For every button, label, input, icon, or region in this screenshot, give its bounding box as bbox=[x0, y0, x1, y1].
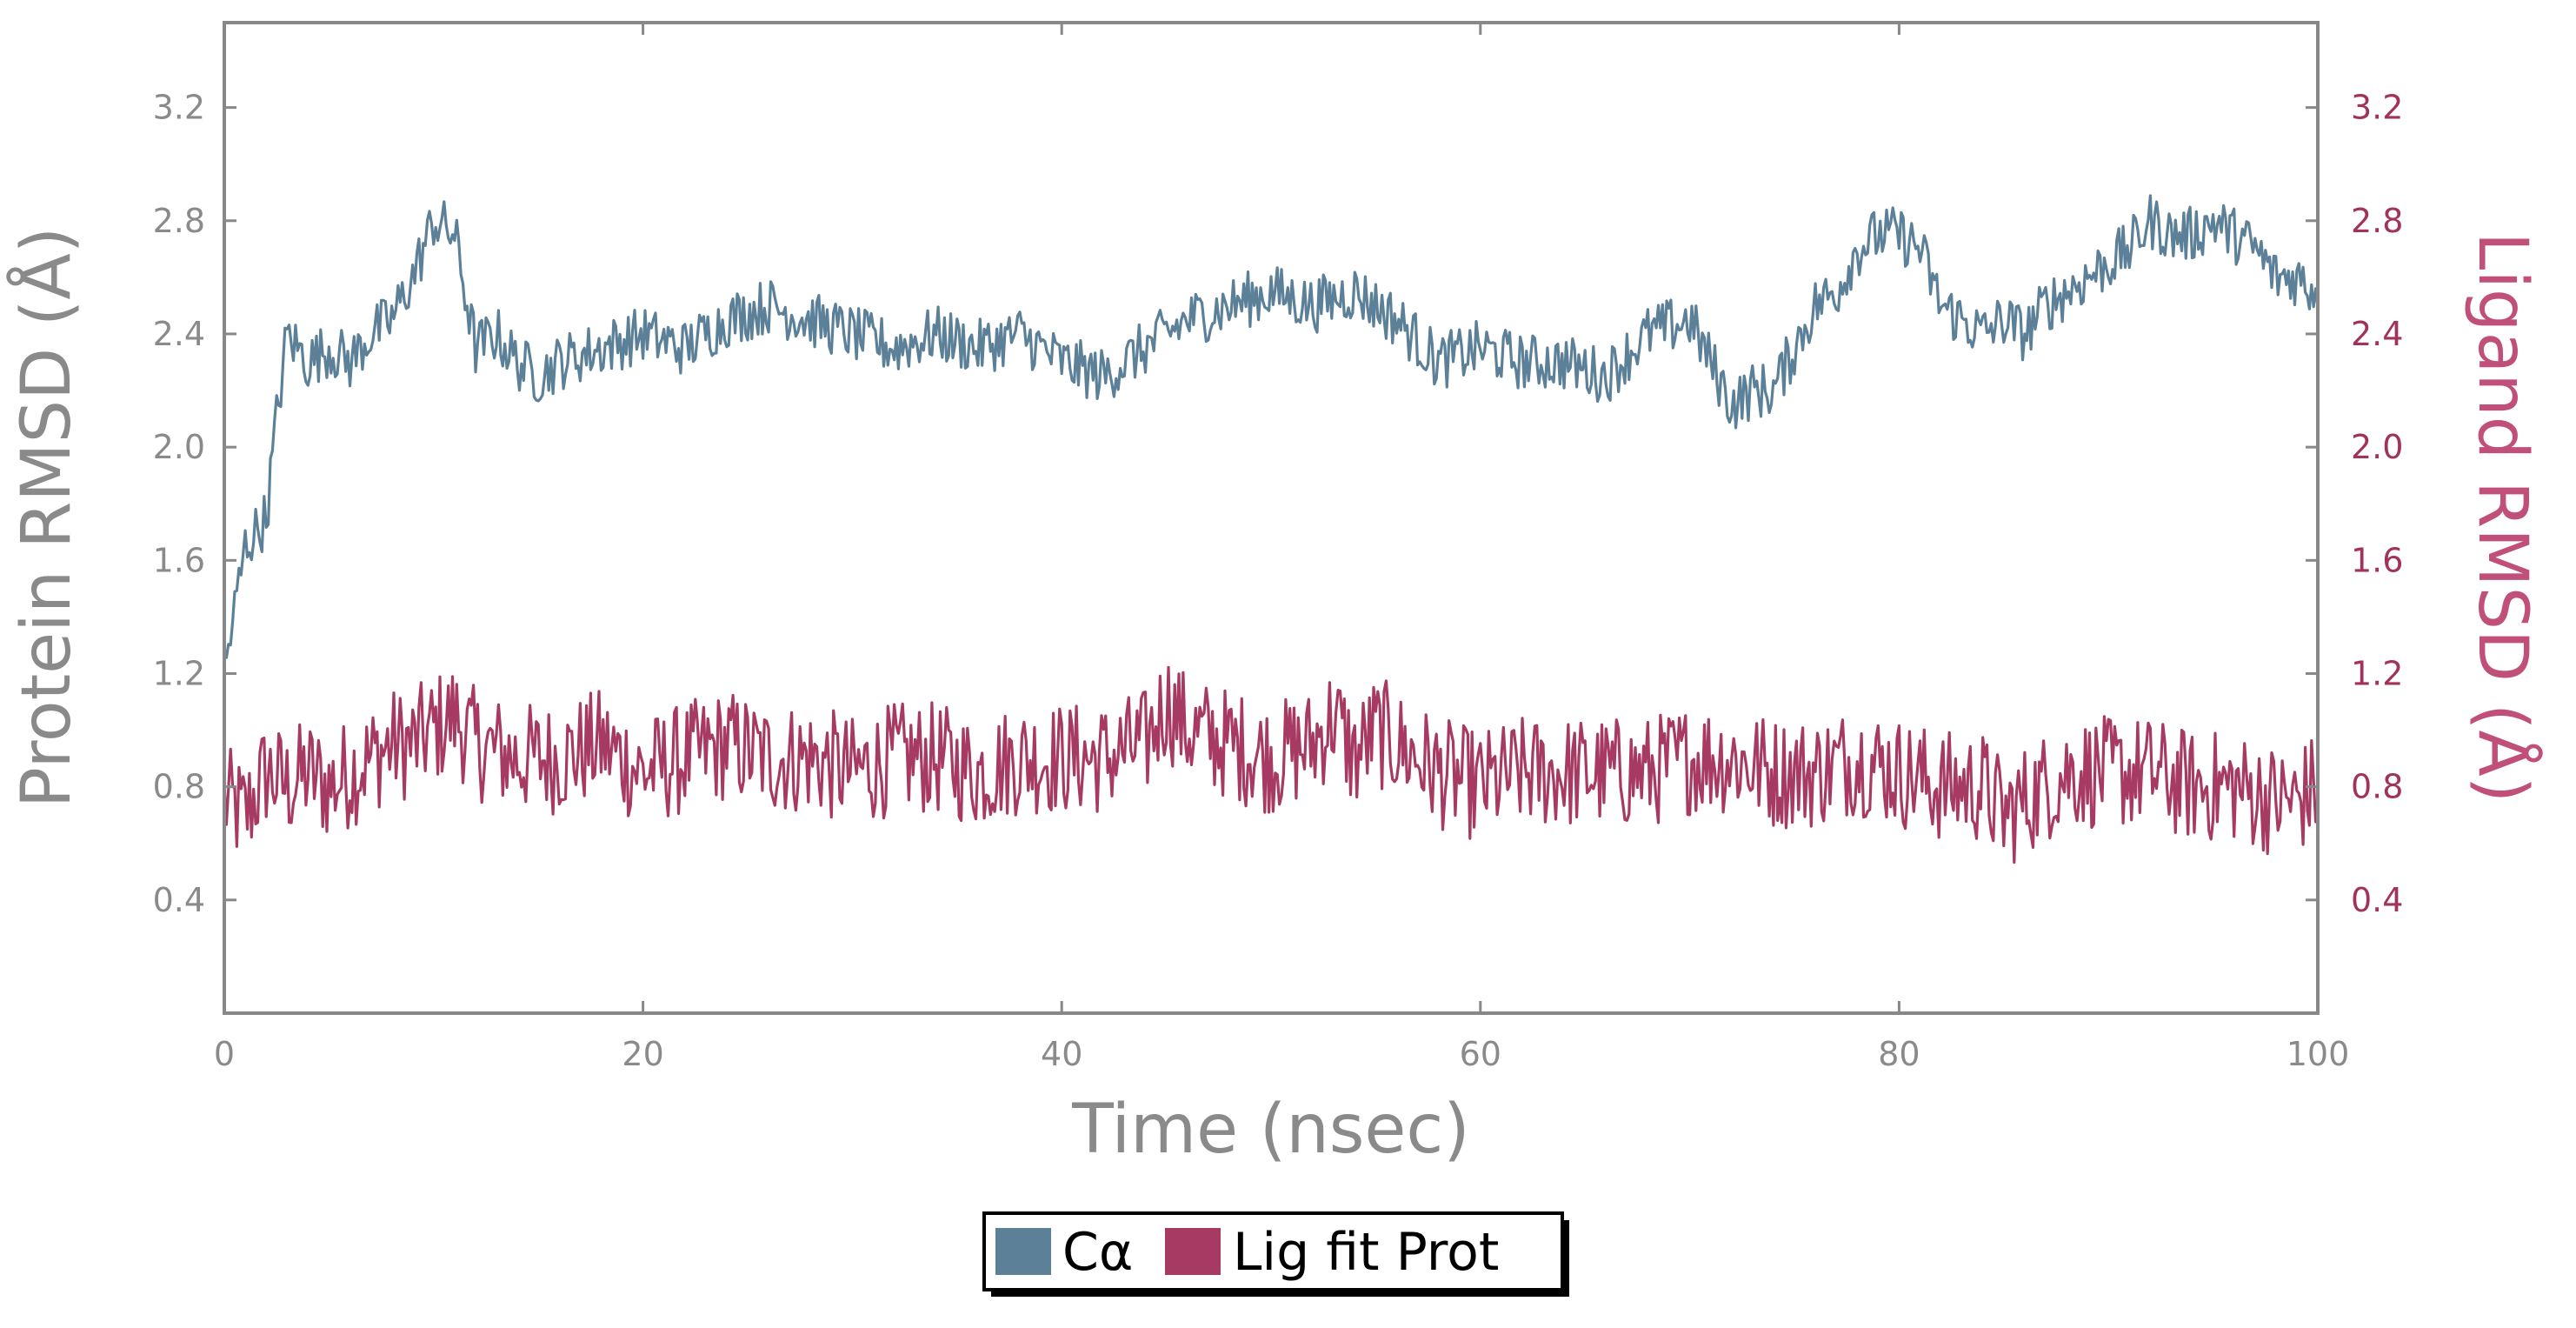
x-axis-title: Time (nsec) bbox=[1071, 1091, 1470, 1169]
legend-label-protein: Cα bbox=[1062, 1222, 1133, 1283]
ligand-series-line bbox=[223, 665, 2320, 864]
legend-box bbox=[982, 1211, 1564, 1291]
x-tick-label: 0 bbox=[214, 1035, 235, 1073]
y-tick-label-right: 3.2 bbox=[2351, 89, 2403, 127]
y-tick-label-left: 2.8 bbox=[153, 202, 205, 240]
x-tick-label: 60 bbox=[1460, 1035, 1501, 1073]
legend-swatch-ligand bbox=[1165, 1228, 1221, 1275]
y-axis-title-left: Protein RMSD (Å) bbox=[6, 227, 86, 808]
ligand-series-layer bbox=[223, 665, 2320, 864]
legend-label-ligand: Lig fit Prot bbox=[1233, 1222, 1499, 1283]
y-tick-label-right: 2.8 bbox=[2351, 202, 2403, 240]
x-tick-label: 80 bbox=[1878, 1035, 1920, 1073]
x-tick-label: 40 bbox=[1041, 1035, 1082, 1073]
y-tick-label-left: 0.4 bbox=[153, 881, 205, 919]
y-tick-label-left: 1.6 bbox=[153, 541, 205, 579]
y-tick-label-right: 2.0 bbox=[2351, 428, 2403, 466]
y-tick-label-left: 2.0 bbox=[153, 428, 205, 466]
protein-series-layer bbox=[223, 194, 2320, 659]
y-axis-title-right: Ligand RMSD (Å) bbox=[2463, 232, 2543, 803]
y-tick-label-right: 2.4 bbox=[2351, 315, 2403, 353]
protein-series-line bbox=[223, 194, 2320, 659]
plot-frame bbox=[223, 21, 2320, 1015]
y-tick-label-right: 1.2 bbox=[2351, 654, 2403, 692]
y-tick-label-right: 0.8 bbox=[2351, 768, 2403, 806]
x-tick-label: 100 bbox=[2286, 1035, 2350, 1073]
y-tick-label-left: 3.2 bbox=[153, 89, 205, 127]
y-tick-label-right: 0.4 bbox=[2351, 881, 2403, 919]
y-tick-label-left: 1.2 bbox=[153, 654, 205, 692]
x-tick-label: 20 bbox=[622, 1035, 663, 1073]
legend: Cα Lig fit Prot bbox=[982, 1211, 1569, 1297]
axes-layer: 0 20 40 60 80 100 0.4 0.8 1.2 1.6 2.0 2.4 2.8 3.2 0.4 0… bbox=[153, 23, 2403, 1073]
y-tick-label-right: 1.6 bbox=[2351, 541, 2403, 579]
legend-swatch-protein bbox=[995, 1228, 1051, 1275]
y-tick-label-left: 0.8 bbox=[153, 768, 205, 806]
y-tick-label-left: 2.4 bbox=[153, 315, 205, 353]
